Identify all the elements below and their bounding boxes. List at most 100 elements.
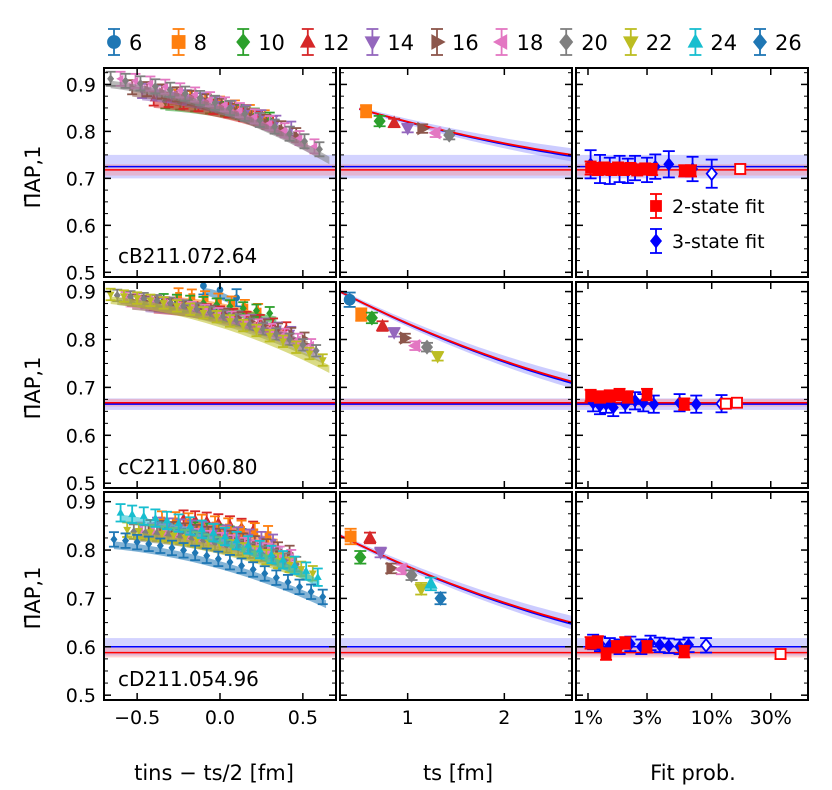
ratio-fit-band bbox=[127, 531, 313, 583]
ts-point-8 bbox=[355, 307, 368, 322]
ratio-point bbox=[205, 95, 213, 104]
legend-marker bbox=[107, 35, 121, 49]
ratio-point bbox=[180, 545, 188, 555]
ratio-point bbox=[239, 322, 248, 330]
y-tick-label: 0.5 bbox=[66, 262, 96, 284]
ratio-point bbox=[286, 129, 294, 139]
legend-label: 22 bbox=[646, 31, 673, 55]
legend-entry-16: 16 bbox=[431, 28, 479, 56]
ensemble-label: cC211.060.80 bbox=[118, 455, 257, 479]
ts-marker bbox=[400, 123, 415, 136]
ts-marker bbox=[424, 576, 438, 589]
ts-point-10 bbox=[365, 310, 378, 326]
legend-label: 6 bbox=[129, 31, 142, 55]
ratio-point bbox=[136, 78, 144, 88]
fit-2-state-point bbox=[593, 390, 606, 404]
ratio-point bbox=[151, 513, 160, 521]
x-label-col1: tins − ts/2 [fm] bbox=[134, 761, 294, 785]
fit-marker bbox=[619, 637, 631, 649]
ratio-point bbox=[139, 511, 148, 519]
ratio-point bbox=[220, 532, 229, 540]
ts-marker bbox=[420, 339, 434, 355]
ratio-series-22 bbox=[105, 287, 330, 374]
ratio-point bbox=[232, 536, 241, 544]
ts-point-8 bbox=[344, 527, 357, 546]
fit-2-state-point bbox=[591, 635, 604, 649]
plot-area bbox=[340, 289, 572, 410]
ratio-point bbox=[162, 516, 171, 524]
fit-2-state-point bbox=[641, 640, 654, 654]
ratio-series-24 bbox=[115, 503, 323, 588]
ratio-point bbox=[249, 565, 257, 574]
ratio-point bbox=[250, 112, 258, 121]
x-label-col3: Fit prob. bbox=[650, 761, 736, 785]
ratio-point bbox=[172, 303, 181, 311]
ts-point-24 bbox=[424, 576, 438, 592]
ts-point-12 bbox=[375, 318, 390, 332]
panel-r1-c3: 2-state fit 3-state fit bbox=[575, 67, 809, 278]
legend-entry-22: 22 bbox=[622, 28, 673, 56]
legend-label: 20 bbox=[581, 31, 608, 55]
ratio-fit-band bbox=[142, 92, 298, 141]
ratio-point bbox=[196, 93, 204, 103]
ratio-point bbox=[123, 526, 132, 535]
plot-area bbox=[576, 387, 808, 418]
ratio-point bbox=[145, 539, 153, 549]
legend-entry-6: 6 bbox=[107, 28, 142, 56]
ts-marker bbox=[375, 318, 390, 331]
ratio-point bbox=[197, 524, 206, 533]
ratio-point bbox=[272, 329, 280, 339]
axis-labels: tins − ts/2 [fm] ts [fm] Fit prob. Π̄AP,… bbox=[21, 146, 736, 785]
fit-marker bbox=[719, 397, 732, 410]
ratio-point bbox=[319, 592, 327, 602]
ts-point-6 bbox=[343, 291, 356, 308]
ts-marker bbox=[386, 561, 399, 576]
fit-2-state-point bbox=[719, 397, 732, 410]
x-tick-label: −0.5 bbox=[114, 707, 160, 729]
fit-2-state-point bbox=[600, 647, 613, 661]
fit-legend-entry: 3-state fit bbox=[649, 228, 765, 254]
x-tick-label: 3% bbox=[632, 707, 662, 729]
legend-marker bbox=[752, 33, 768, 51]
ratio-series-20 bbox=[105, 70, 330, 165]
ratio-fit-band bbox=[113, 541, 327, 609]
ratio-point bbox=[168, 543, 176, 553]
fit-3-state-point bbox=[662, 150, 675, 179]
ratio-point bbox=[301, 136, 309, 146]
legend-marker bbox=[171, 35, 186, 49]
ts-point-20 bbox=[443, 127, 456, 143]
ratio-point bbox=[293, 131, 301, 140]
legend-marker bbox=[431, 34, 446, 50]
ratio-point bbox=[169, 532, 178, 540]
legend-label: 24 bbox=[710, 31, 737, 55]
ts-point-18 bbox=[394, 562, 408, 577]
y-tick-label: 0.7 bbox=[66, 588, 96, 610]
y-tick-label: 0.9 bbox=[66, 492, 96, 514]
fit-2-state-point bbox=[646, 162, 659, 176]
ratio-point bbox=[203, 551, 211, 561]
ratio-point bbox=[246, 320, 254, 329]
ratio-point bbox=[310, 142, 318, 151]
ts-point-20 bbox=[405, 567, 418, 583]
ratio-point bbox=[159, 300, 168, 308]
legend-entry-26: 26 bbox=[752, 28, 802, 56]
fit-2-state-point bbox=[774, 648, 787, 660]
fit-3-state-point bbox=[705, 158, 718, 189]
legend-entry-8: 8 bbox=[171, 28, 207, 56]
fit-marker bbox=[663, 157, 675, 172]
ratio-point bbox=[158, 530, 166, 539]
x-tick-label: 0.0 bbox=[205, 707, 235, 729]
fit-marker bbox=[600, 648, 612, 660]
ratio-point bbox=[265, 119, 273, 128]
ratio-point bbox=[313, 572, 322, 581]
ts-point-14 bbox=[400, 122, 415, 136]
panel-frame bbox=[339, 491, 573, 701]
ts-fit-curves bbox=[359, 106, 572, 162]
ts-point-12 bbox=[363, 530, 377, 545]
ts-marker bbox=[430, 351, 445, 364]
ts-point-18 bbox=[407, 338, 422, 353]
ratio-point bbox=[133, 295, 142, 303]
ratio-point bbox=[312, 346, 320, 356]
ts-point-12 bbox=[387, 115, 401, 129]
